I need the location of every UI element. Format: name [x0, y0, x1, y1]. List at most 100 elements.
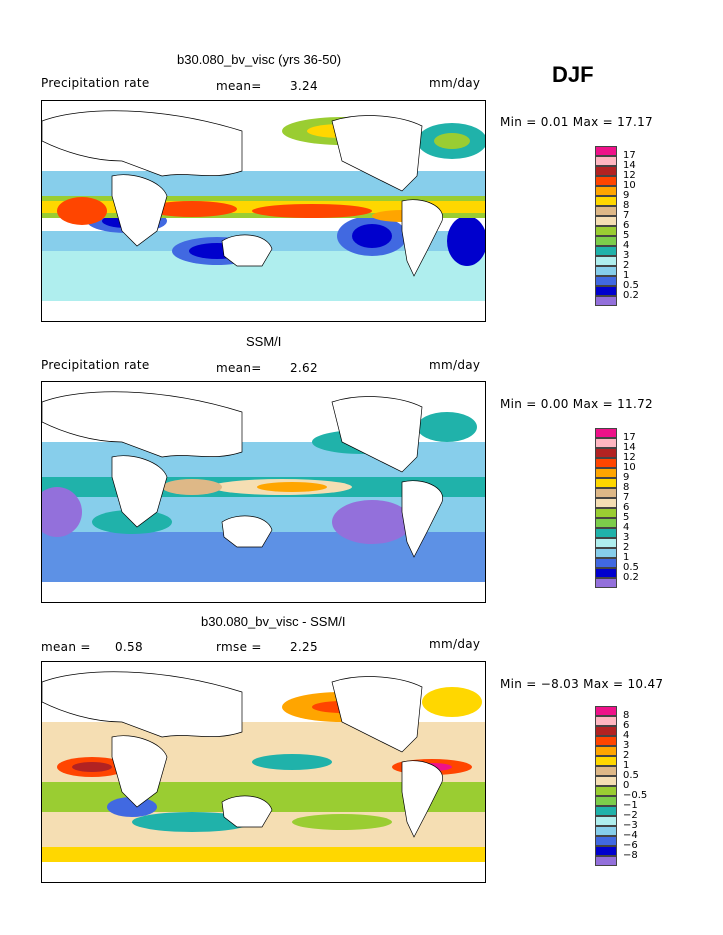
legend-label: 0.2 [623, 572, 639, 583]
legend-swatch [595, 836, 617, 846]
legend-label: −1 [623, 800, 638, 811]
legend-label: 3 [623, 250, 630, 261]
legend-swatch [595, 266, 617, 276]
legend-label: 8 [623, 710, 630, 721]
legend-label: 6 [623, 220, 630, 231]
legend-swatch [595, 256, 617, 266]
legend-swatch [595, 548, 617, 558]
panel1-minmax: Min = 0.01 Max = 17.17 [500, 115, 653, 129]
legend-swatch [595, 246, 617, 256]
panel1-mean-label: mean= [216, 79, 262, 93]
legend-label: 12 [623, 170, 636, 181]
legend-label: −0.5 [623, 790, 648, 801]
legend-label: 0.5 [623, 562, 639, 573]
legend-swatch [595, 216, 617, 226]
panel2-minmax: Min = 0.00 Max = 11.72 [500, 397, 653, 411]
legend-swatch [595, 558, 617, 568]
legend-label: 17 [623, 150, 636, 161]
legend-swatch [595, 498, 617, 508]
legend-label: 2 [623, 750, 630, 761]
legend-label: 14 [623, 160, 636, 171]
legend-swatch [595, 176, 617, 186]
legend-label: 8 [623, 482, 630, 493]
legend-swatch [595, 766, 617, 776]
panel3-units: mm/day [429, 637, 481, 651]
legend-swatch [595, 746, 617, 756]
legend-label: 1 [623, 760, 630, 771]
panel2-mean-label: mean= [216, 361, 262, 375]
legend-swatch [595, 528, 617, 538]
panel2-units: mm/day [429, 358, 481, 372]
legend-swatch [595, 846, 617, 856]
legend-swatch [595, 716, 617, 726]
legend-swatch [595, 156, 617, 166]
legend-swatch [595, 146, 617, 156]
panel3-rmse-value: 2.25 [290, 640, 318, 654]
legend-swatch [595, 726, 617, 736]
legend-label: 8 [623, 200, 630, 211]
legend-swatch [595, 796, 617, 806]
legend-swatch [595, 296, 617, 306]
panel1-map [41, 100, 486, 322]
legend-swatch [595, 508, 617, 518]
panel3-mean-value: 0.58 [115, 640, 143, 654]
legend-swatch [595, 286, 617, 296]
legend-swatch [595, 166, 617, 176]
legend-swatch [595, 538, 617, 548]
panel3-rmse-label: rmse = [216, 640, 262, 654]
legend-swatch [595, 706, 617, 716]
legend-label: 2 [623, 542, 630, 553]
panel2-map [41, 381, 486, 603]
legend-label: 0.5 [623, 770, 639, 781]
season-label: DJF [552, 62, 594, 87]
panel3-mean-label: mean = [41, 640, 91, 654]
legend-label: 3 [623, 532, 630, 543]
legend-label: 7 [623, 492, 630, 503]
legend-label: 10 [623, 462, 636, 473]
legend-swatch [595, 196, 617, 206]
panel1-title: b30.080_bv_visc (yrs 36-50) [177, 52, 342, 67]
legend-swatch [595, 568, 617, 578]
legend-swatch [595, 438, 617, 448]
legend-swatch [595, 448, 617, 458]
legend-label: −8 [623, 850, 638, 861]
legend-swatch [595, 468, 617, 478]
panel1-units: mm/day [429, 76, 481, 90]
legend-label: 6 [623, 502, 630, 513]
legend-swatch [595, 826, 617, 836]
legend-swatch [595, 236, 617, 246]
legend-swatch [595, 488, 617, 498]
legend-label: −3 [623, 820, 638, 831]
legend-label: 6 [623, 720, 630, 731]
legend-label: 4 [623, 522, 630, 533]
legend-swatch [595, 206, 617, 216]
legend-label: 0.2 [623, 290, 639, 301]
legend-label: 2 [623, 260, 630, 271]
legend-label: 1 [623, 270, 630, 281]
legend-label: 3 [623, 740, 630, 751]
legend-swatch [595, 786, 617, 796]
legend-swatch [595, 856, 617, 866]
legend-label: 0 [623, 780, 630, 791]
legend-swatch [595, 428, 617, 438]
legend-swatch [595, 578, 617, 588]
legend-swatch [595, 816, 617, 826]
legend-swatch [595, 806, 617, 816]
panel3-map [41, 661, 486, 883]
legend-label: 12 [623, 452, 636, 463]
panel1-mean-value: 3.24 [290, 79, 318, 93]
legend-swatch [595, 756, 617, 766]
legend-label: 14 [623, 442, 636, 453]
panel3-minmax: Min = −8.03 Max = 10.47 [500, 677, 664, 691]
legend-label: −2 [623, 810, 638, 821]
legend-label: −6 [623, 840, 638, 851]
legend-label: 0.5 [623, 280, 639, 291]
legend-swatch [595, 478, 617, 488]
legend-label: 9 [623, 190, 630, 201]
legend-label: 4 [623, 240, 630, 251]
panel2-title: SSM/I [246, 334, 282, 349]
legend-label: 10 [623, 180, 636, 191]
legend-swatch [595, 276, 617, 286]
legend-label: 17 [623, 432, 636, 443]
legend-swatch [595, 776, 617, 786]
